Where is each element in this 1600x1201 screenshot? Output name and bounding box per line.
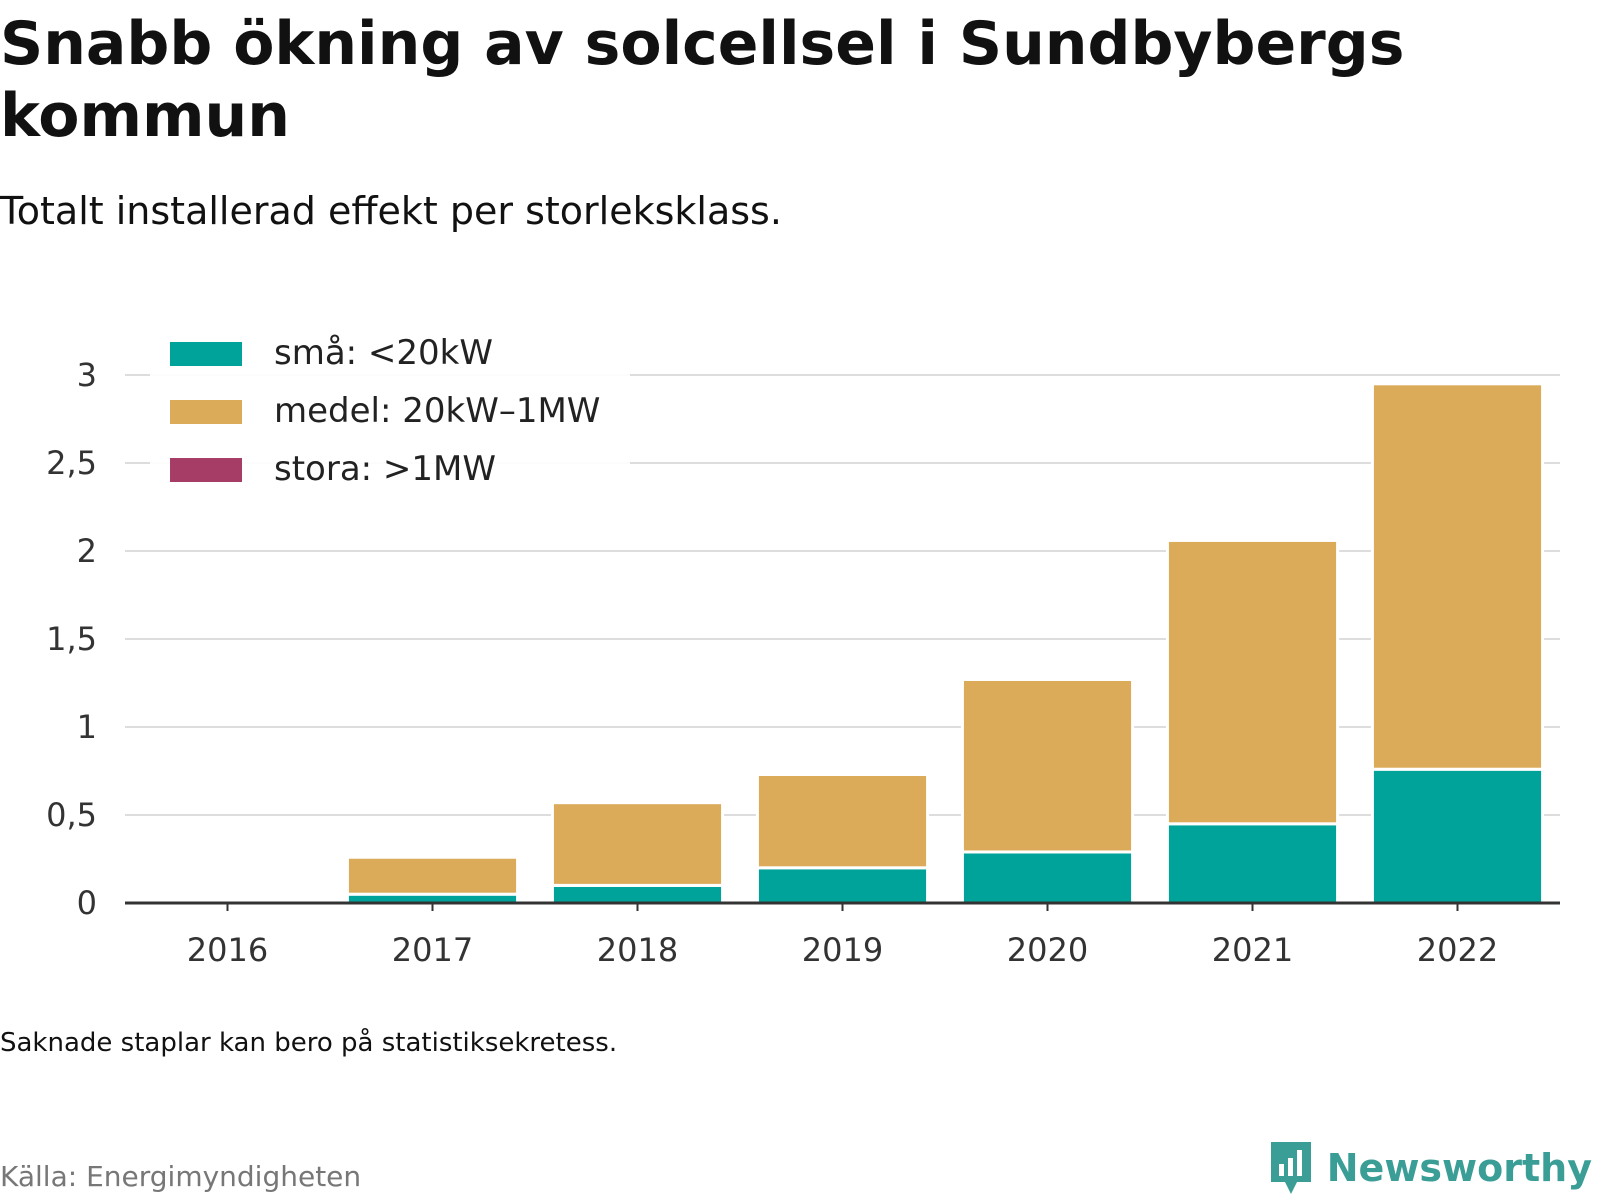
chart-subtitle: Totalt installerad effekt per storlekskl… [0,189,782,233]
y-tick-label: 1,5 [46,620,97,658]
source-label: Källa: Energimyndigheten [0,1160,362,1193]
bars [345,382,1545,905]
brand-name: Newsworthy [1326,1146,1592,1190]
footnote: Saknade staplar kan bero på statistiksek… [0,1028,618,1058]
chart-title: Snabb ökning av solcellsel i Sundbybergs… [0,9,1405,151]
y-tick-label: 1 [77,708,97,746]
x-tick-label: 2021 [1212,931,1293,969]
legend-swatch [170,342,242,366]
bar-segment [550,801,725,887]
bar-segment [1370,382,1545,771]
legend-label: små: <20kW [274,333,493,373]
x-tick-label: 2022 [1417,931,1498,969]
x-tick-label: 2017 [392,931,473,969]
newsworthy-logo-icon [1270,1142,1311,1194]
bar-segment [345,855,520,896]
y-tick-label: 0,5 [46,796,97,834]
y-tick-label: 2,5 [46,444,97,482]
y-tick-label: 3 [77,356,97,394]
legend-swatch [170,458,242,482]
legend: små: <20kW medel: 20kW–1MW stora: >1MW [150,333,630,500]
bar-segment [550,883,725,905]
legend-swatch [170,400,242,424]
x-tick-label: 2016 [187,931,268,969]
bar-segment [1165,538,1340,826]
bar-segment [755,866,930,905]
x-tick-label: 2020 [1007,931,1088,969]
x-tick-label: 2018 [597,931,678,969]
bar-segment [1165,822,1340,905]
y-tick-label: 0 [77,884,97,922]
axes: 0 0,5 1 1,5 2 2,5 3 2016 2017 2018 2019 2020 2021 202… [46,356,1560,969]
legend-label: stora: >1MW [274,449,496,489]
bar-segment [960,850,1135,905]
y-tick-label: 2 [77,532,97,570]
stacked-bar-chart: 0 0,5 1 1,5 2 2,5 3 2016 2017 2018 2019 2020 2021 202… [46,333,1560,969]
bar-segment [755,773,930,870]
bar-segment [960,677,1135,854]
bar-segment [1370,767,1545,905]
x-tick-label: 2019 [802,931,883,969]
brand-logo: Newsworthy [1267,1135,1592,1201]
legend-label: medel: 20kW–1MW [274,391,600,431]
